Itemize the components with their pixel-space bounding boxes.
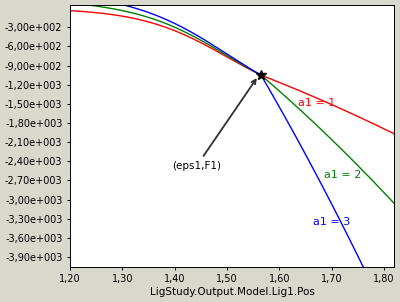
Text: a1 = 3: a1 = 3 <box>313 217 350 227</box>
Text: a1 = 2: a1 = 2 <box>324 170 361 180</box>
Text: (eps1,F1): (eps1,F1) <box>172 80 256 171</box>
X-axis label: LigStudy.Output.Model.Lig1.Pos: LigStudy.Output.Model.Lig1.Pos <box>150 287 315 297</box>
Text: a1 = 1: a1 = 1 <box>298 98 335 108</box>
